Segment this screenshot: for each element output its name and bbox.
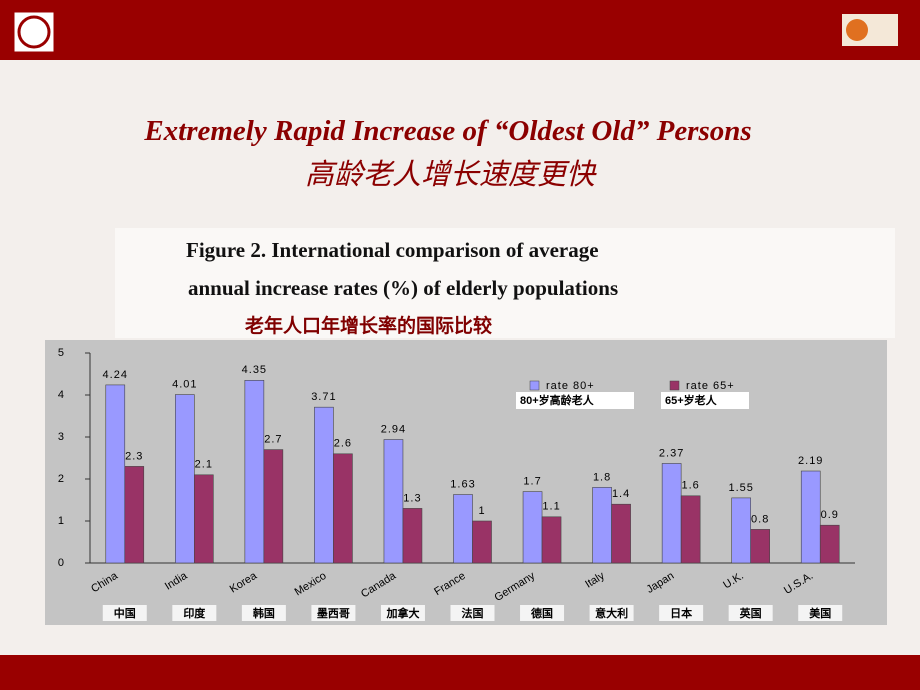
x-tick-label-zh: 印度 xyxy=(183,606,206,620)
value-label: 1.7 xyxy=(523,476,541,488)
x-label-zh-bg xyxy=(659,605,704,621)
x-label-zh-bg xyxy=(311,605,356,621)
bar xyxy=(105,384,126,564)
bar xyxy=(402,508,423,564)
bar xyxy=(383,439,404,564)
value-label: 2.1 xyxy=(195,459,213,471)
bar xyxy=(731,497,751,564)
bar xyxy=(800,470,821,564)
bar xyxy=(522,491,543,564)
y-tick-label: 4 xyxy=(58,389,64,401)
x-tick-label-zh: 日本 xyxy=(670,606,692,620)
x-label-zh-bg xyxy=(172,605,217,621)
bar xyxy=(244,379,265,564)
chart-title: annual increase rates (%) of elderly pop… xyxy=(188,276,618,300)
bar xyxy=(124,466,145,564)
y-tick-label: 1 xyxy=(58,515,64,527)
y-tick-label: 0 xyxy=(58,557,64,569)
bar xyxy=(194,474,214,564)
value-label: 1.55 xyxy=(728,482,753,494)
bar xyxy=(314,406,334,564)
bar xyxy=(680,495,701,564)
value-label: 4.24 xyxy=(103,369,128,381)
bar xyxy=(819,524,840,564)
slide-title: Extremely Rapid Increase of “Oldest Old”… xyxy=(143,115,751,147)
value-label: 3.71 xyxy=(311,391,336,403)
x-tick-label-zh: 德国 xyxy=(530,606,553,620)
bar xyxy=(611,503,631,564)
value-label: 2.37 xyxy=(659,447,684,459)
bar xyxy=(541,516,562,564)
chart-subtitle: 老年人口年增长率的国际比较 xyxy=(245,314,492,337)
value-label: 0.8 xyxy=(751,513,769,525)
x-tick-label-zh: 加拿大 xyxy=(385,606,419,620)
x-label-zh-bg xyxy=(450,605,495,621)
value-label: 2.6 xyxy=(334,438,352,450)
x-tick-label-zh: 法国 xyxy=(462,606,484,620)
bar xyxy=(750,529,770,564)
value-label: 2.3 xyxy=(125,450,143,462)
legend-label: rate 65+ xyxy=(686,380,735,392)
value-label: 1.6 xyxy=(681,480,699,492)
x-tick-label-zh: 意大利 xyxy=(595,606,628,620)
value-label: 2.94 xyxy=(381,423,406,435)
bar xyxy=(472,520,492,564)
legend-swatch xyxy=(669,380,680,391)
x-tick-label-zh: 中国 xyxy=(114,606,136,620)
legend-swatch xyxy=(529,380,540,391)
logo-right-mark xyxy=(846,19,868,41)
bar xyxy=(333,453,353,564)
chart-title: Figure 2. International comparison of av… xyxy=(186,238,599,262)
legend-note-bg xyxy=(516,392,634,409)
x-label-zh-bg xyxy=(589,605,634,621)
bottom-banner xyxy=(0,655,920,690)
value-label: 1.8 xyxy=(593,471,611,483)
x-tick-label-zh: 英国 xyxy=(739,606,762,620)
x-label-zh-bg xyxy=(728,605,773,621)
value-label: 1 xyxy=(478,505,485,517)
y-tick-label: 5 xyxy=(58,347,64,359)
y-tick-label: 2 xyxy=(58,473,64,485)
x-tick-label-zh: 美国 xyxy=(809,606,831,620)
value-label: 2.7 xyxy=(264,434,282,446)
bar xyxy=(263,449,284,564)
value-label: 4.01 xyxy=(172,378,197,390)
top-banner xyxy=(0,0,920,60)
x-label-zh-bg xyxy=(380,605,425,621)
value-label: 1.63 xyxy=(450,478,475,490)
slide-subtitle: 高龄老人增长速度更快 xyxy=(305,157,597,191)
bar xyxy=(453,494,473,564)
legend-note: 65+岁老人 xyxy=(665,393,718,407)
x-label-zh-bg xyxy=(520,605,565,621)
legend-label: rate 80+ xyxy=(546,380,595,392)
value-label: 1.3 xyxy=(403,492,421,504)
logo-left xyxy=(13,11,55,53)
x-label-zh-bg xyxy=(241,605,286,621)
value-label: 0.9 xyxy=(821,509,839,521)
bar xyxy=(175,394,195,564)
bar xyxy=(661,463,682,564)
value-label: 1.4 xyxy=(612,488,630,500)
value-label: 2.19 xyxy=(798,455,823,467)
y-tick-label: 3 xyxy=(58,431,64,443)
x-tick-label-zh: 墨西哥 xyxy=(317,607,350,620)
caption-panel xyxy=(115,228,895,338)
x-tick-label-zh: 韩国 xyxy=(253,606,275,620)
legend-note-bg xyxy=(661,392,749,409)
legend-note: 80+岁高龄老人 xyxy=(520,393,595,407)
x-label-zh-bg xyxy=(102,605,147,621)
bar xyxy=(592,487,612,564)
value-label: 4.35 xyxy=(242,364,267,376)
value-label: 1.1 xyxy=(542,501,560,513)
logo-left-mark xyxy=(17,15,51,49)
x-label-zh-bg xyxy=(798,605,843,621)
